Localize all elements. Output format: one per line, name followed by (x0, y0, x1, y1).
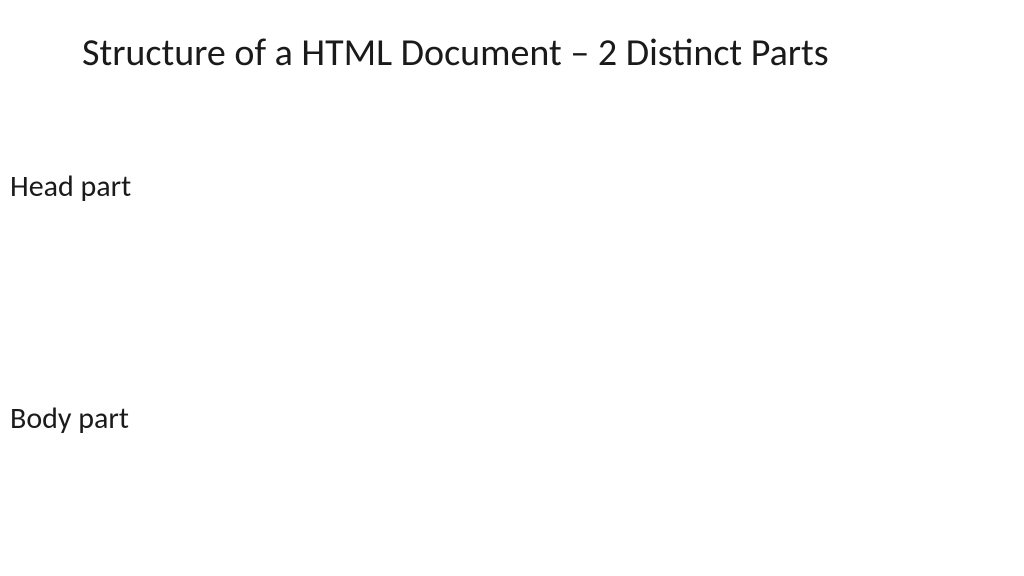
slide-title: Structure of a HTML Document – 2 Distinc… (82, 30, 882, 78)
section-head-label: Head part (10, 168, 131, 205)
section-body-label: Body part (10, 400, 129, 437)
